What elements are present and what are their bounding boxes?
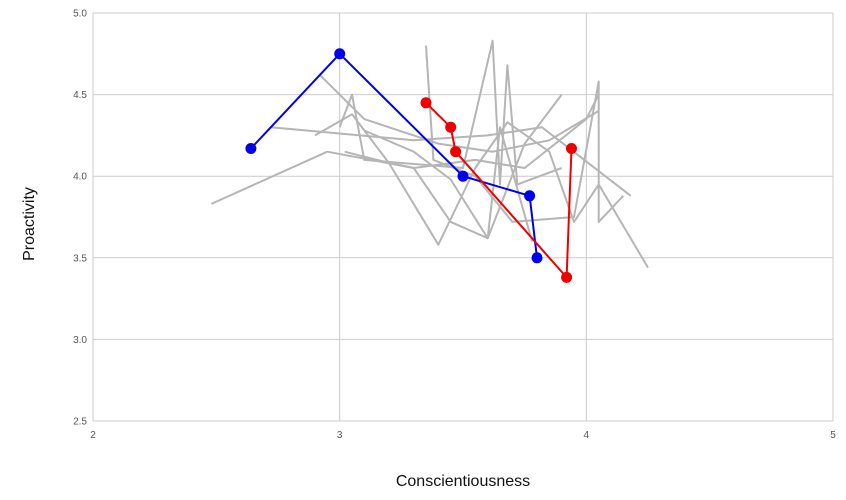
x-tick-label: 4	[584, 430, 590, 441]
x-tick-label: 3	[337, 430, 343, 441]
series-point	[450, 146, 462, 158]
background-series-line	[344, 93, 563, 240]
background-series-line	[425, 45, 625, 223]
background-series-line	[319, 74, 600, 153]
series-point	[531, 252, 543, 264]
x-tick-label: 5	[830, 430, 836, 441]
series-point	[420, 97, 432, 109]
y-tick-label: 5.0	[73, 9, 87, 20]
y-axis-title: Proactivity	[21, 187, 38, 261]
background-series-line	[314, 113, 649, 269]
highlighted-series-group	[245, 48, 577, 283]
y-tick-label: 4.0	[73, 172, 87, 183]
tick-labels: 2 3 4 5 2.5 3.0 3.5 4.0 4.5 5.0	[73, 9, 836, 442]
series-point	[566, 143, 577, 154]
series-point	[457, 170, 469, 182]
series-point	[334, 48, 346, 60]
background-series-line	[363, 126, 534, 242]
grid-lines	[92, 12, 834, 422]
y-tick-label: 4.5	[73, 90, 87, 101]
series-point	[245, 143, 257, 154]
series-point	[445, 121, 457, 133]
background-series-group	[210, 39, 649, 269]
x-tick-label: 2	[90, 430, 96, 441]
series-point	[561, 271, 573, 283]
background-series-line	[270, 126, 632, 197]
y-tick-label: 3.0	[73, 335, 87, 346]
background-series-line	[338, 39, 563, 186]
y-tick-label: 2.5	[73, 417, 87, 428]
x-axis-title: Conscientiousness	[396, 473, 530, 490]
y-tick-label: 3.5	[73, 253, 87, 264]
background-series-line	[210, 94, 600, 205]
series-point	[524, 190, 536, 202]
